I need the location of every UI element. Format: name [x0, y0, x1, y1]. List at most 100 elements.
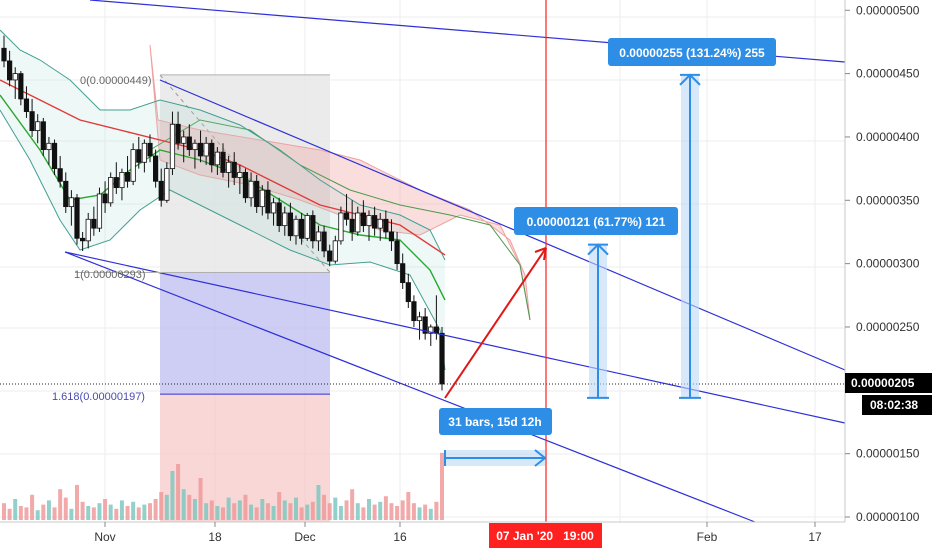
candle-body[interactable] [248, 180, 254, 199]
candle-body[interactable] [192, 142, 198, 151]
candle-body[interactable] [422, 316, 428, 334]
candle-body[interactable] [46, 142, 52, 151]
candle-body[interactable] [315, 231, 322, 242]
time-axis-background[interactable] [0, 522, 932, 550]
volume-bar [260, 499, 265, 520]
candle-body[interactable] [63, 180, 69, 208]
candle-body[interactable] [141, 142, 147, 163]
candle-body[interactable] [327, 250, 333, 262]
candle-body[interactable] [51, 142, 58, 170]
bars-label-text: 31 bars, 15d 12h [448, 415, 541, 429]
candle-body[interactable] [35, 121, 41, 132]
volume-bar [299, 507, 304, 520]
candle-body[interactable] [400, 263, 406, 284]
candle-body[interactable] [181, 136, 187, 144]
volume-bar [254, 507, 259, 520]
candle-body[interactable] [214, 151, 220, 166]
candle-body[interactable] [388, 231, 395, 242]
candle-body[interactable] [1, 47, 7, 62]
candle-body[interactable] [299, 218, 305, 239]
candle-body[interactable] [242, 172, 249, 199]
candle-body[interactable] [405, 282, 411, 303]
candle-body[interactable] [7, 60, 13, 81]
candle-body[interactable] [355, 212, 361, 233]
candle-body[interactable] [85, 218, 91, 242]
candle-body[interactable] [197, 142, 204, 157]
candle-body[interactable] [377, 218, 383, 229]
candle-body[interactable] [96, 193, 103, 229]
volume-bar [316, 485, 321, 520]
candle-body[interactable] [366, 215, 372, 227]
candle-body[interactable] [186, 136, 192, 151]
measure-label-large[interactable]: 0.00000255 (131.24%) 255 [608, 38, 776, 66]
projection-arrow[interactable] [444, 247, 547, 399]
candle-body[interactable] [270, 202, 277, 214]
candle-body[interactable] [220, 151, 226, 173]
candle-body[interactable] [23, 98, 30, 113]
candle-body[interactable] [80, 237, 86, 242]
candle-body[interactable] [158, 180, 164, 201]
candle-body[interactable] [321, 231, 327, 252]
candle-body[interactable] [175, 123, 181, 144]
candle-body[interactable] [265, 189, 271, 214]
candle-body[interactable] [124, 172, 131, 182]
measure-label-small[interactable]: 0.00000121 (61.77%) 121 [514, 207, 678, 235]
bars-range-line [444, 449, 547, 467]
candle-body[interactable] [136, 149, 142, 163]
candle-body[interactable] [259, 189, 265, 208]
candle-body[interactable] [254, 180, 260, 208]
candle-body[interactable] [57, 168, 63, 182]
candle-body[interactable] [433, 326, 439, 334]
candle-body[interactable] [231, 161, 237, 178]
candle-body[interactable] [147, 142, 153, 157]
price-axis[interactable]: 0.00000500 0.00000450 0.00000400 0.00000350… [845, 3, 920, 524]
candle-body[interactable] [237, 172, 243, 178]
candle-body[interactable] [164, 168, 170, 201]
candle-body[interactable] [276, 202, 282, 227]
candle-body[interactable] [282, 212, 288, 227]
candle-body[interactable] [18, 73, 24, 100]
candle-body[interactable] [416, 316, 423, 322]
candle-body[interactable] [169, 123, 176, 170]
bars-range-arrow[interactable] [444, 449, 547, 467]
measure-bar-small[interactable] [587, 243, 609, 399]
candle-body[interactable] [209, 142, 215, 166]
candle-body[interactable] [91, 218, 97, 229]
candle-body[interactable] [360, 212, 366, 227]
candle-body[interactable] [74, 197, 80, 239]
time-axis[interactable]: Nov 18 Dec 16 Feb 17 [94, 522, 822, 544]
candle-body[interactable] [287, 212, 293, 237]
candle-body[interactable] [113, 177, 119, 189]
candle-body[interactable] [310, 215, 316, 242]
candle-body[interactable] [68, 197, 74, 208]
candle-body[interactable] [226, 161, 232, 173]
candle-body[interactable] [130, 149, 136, 182]
candle-body[interactable] [411, 301, 417, 322]
candle-body[interactable] [372, 215, 378, 229]
candle-body[interactable] [29, 111, 35, 132]
trendline-middle[interactable] [64, 251, 846, 424]
trendline-lower[interactable] [64, 251, 756, 523]
candle-body[interactable] [349, 218, 355, 233]
candle-body[interactable] [332, 240, 338, 262]
trendline-upper-channel[interactable] [159, 79, 846, 371]
bars-label[interactable]: 31 bars, 15d 12h [439, 408, 552, 435]
candle-body[interactable] [40, 121, 46, 151]
candle-body[interactable] [304, 215, 310, 239]
candle-body[interactable] [102, 193, 108, 204]
candle-body[interactable] [394, 240, 400, 265]
candle-body[interactable] [338, 212, 344, 242]
candle-body[interactable] [153, 155, 159, 182]
candle-body[interactable] [108, 177, 114, 204]
candle-body[interactable] [383, 218, 389, 233]
candle-body[interactable] [439, 332, 445, 385]
candle-body[interactable] [12, 73, 18, 81]
candle-body[interactable] [428, 326, 434, 334]
volume-bar [355, 503, 360, 520]
price-axis-background[interactable] [845, 0, 932, 522]
candle-body[interactable] [203, 142, 209, 157]
candle-body[interactable] [119, 172, 125, 189]
candle-body[interactable] [293, 218, 299, 237]
candle-body[interactable] [343, 212, 350, 220]
measure-bar-large[interactable] [679, 73, 701, 399]
